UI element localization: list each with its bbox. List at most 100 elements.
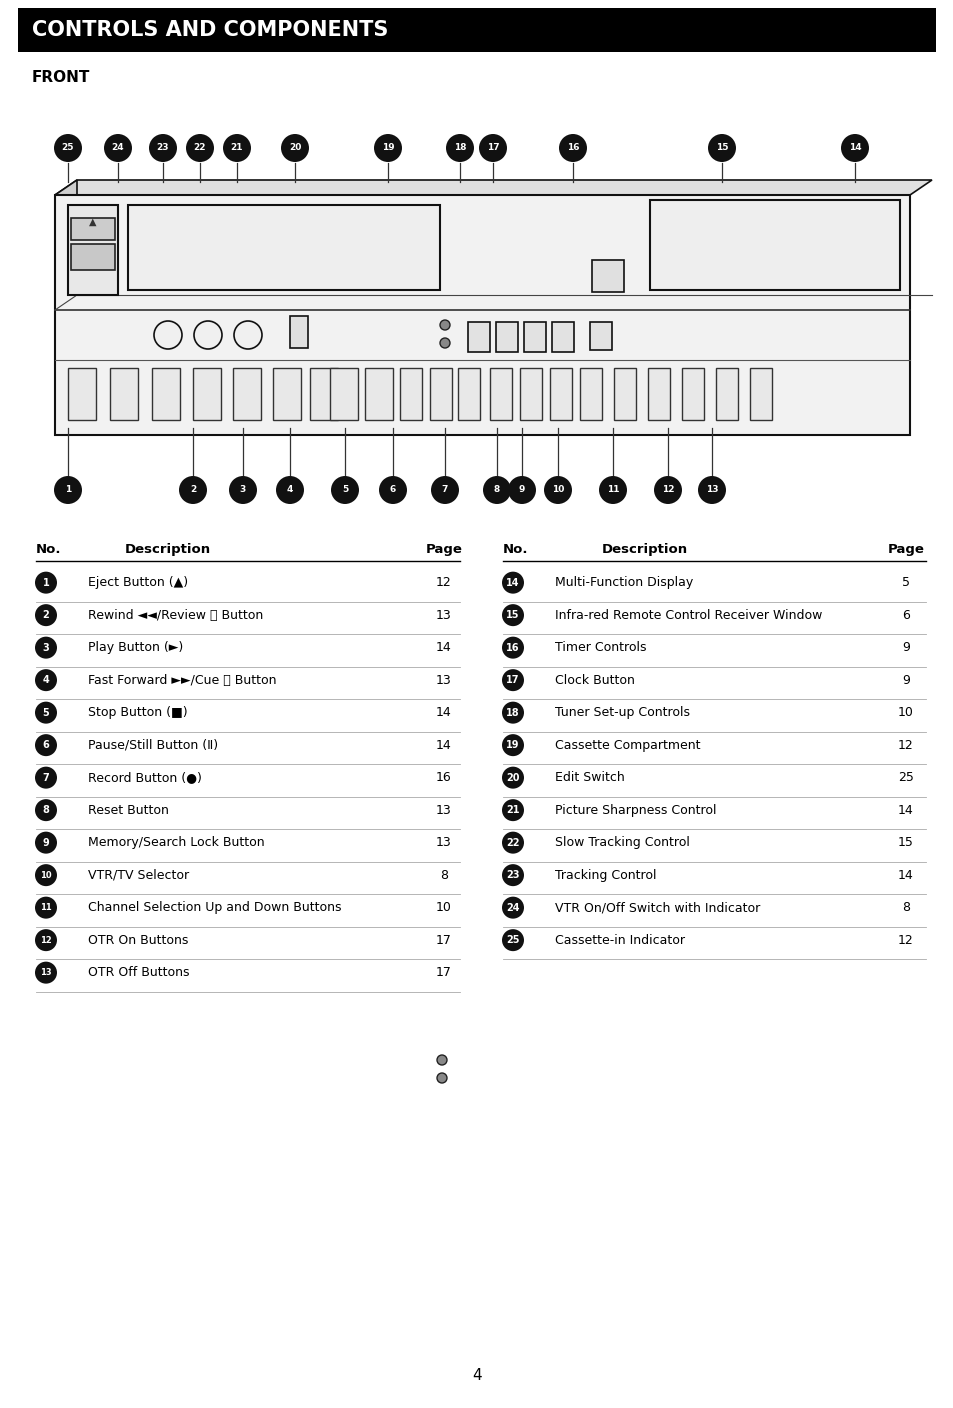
- Text: Timer Controls: Timer Controls: [555, 641, 646, 655]
- Circle shape: [439, 320, 450, 329]
- Circle shape: [501, 766, 523, 788]
- Polygon shape: [55, 180, 77, 435]
- Circle shape: [436, 1055, 447, 1064]
- Text: 17: 17: [506, 676, 519, 686]
- Text: 4: 4: [287, 486, 293, 494]
- Bar: [468, 322, 490, 352]
- Text: 10: 10: [436, 901, 452, 914]
- Circle shape: [54, 134, 82, 162]
- Text: 2: 2: [43, 610, 50, 620]
- Circle shape: [482, 476, 511, 504]
- Bar: [68, 206, 118, 296]
- Text: Multi-Function Display: Multi-Function Display: [555, 576, 693, 589]
- Text: 24: 24: [112, 144, 124, 152]
- Text: 16: 16: [566, 144, 578, 152]
- Circle shape: [431, 476, 458, 504]
- Bar: [647, 367, 669, 420]
- Text: 11: 11: [606, 486, 618, 494]
- Text: Cassette Compartment: Cassette Compartment: [555, 739, 700, 752]
- Bar: [430, 367, 452, 420]
- Text: 14: 14: [506, 577, 519, 587]
- Bar: [290, 315, 308, 348]
- Text: 8: 8: [439, 869, 448, 881]
- Circle shape: [501, 800, 523, 821]
- Polygon shape: [68, 367, 96, 420]
- Text: 24: 24: [506, 903, 519, 912]
- Text: 14: 14: [897, 869, 913, 881]
- Text: 8: 8: [494, 486, 499, 494]
- Text: 9: 9: [518, 486, 525, 494]
- Bar: [589, 322, 612, 351]
- Bar: [519, 367, 541, 420]
- Circle shape: [281, 134, 309, 162]
- Text: 8: 8: [901, 901, 909, 914]
- Circle shape: [35, 865, 57, 886]
- Text: 14: 14: [848, 144, 861, 152]
- Text: VTR/TV Selector: VTR/TV Selector: [88, 869, 189, 881]
- Text: Pause/Still Button (Ⅱ): Pause/Still Button (Ⅱ): [88, 739, 218, 752]
- Polygon shape: [310, 367, 337, 420]
- Text: 16: 16: [506, 642, 519, 653]
- Polygon shape: [55, 194, 909, 435]
- Bar: [496, 322, 517, 352]
- Circle shape: [179, 476, 207, 504]
- Text: 15: 15: [506, 610, 519, 620]
- Text: 22: 22: [506, 838, 519, 848]
- Circle shape: [35, 766, 57, 788]
- Text: 6: 6: [43, 741, 50, 750]
- Text: 21: 21: [506, 805, 519, 815]
- Text: 10: 10: [551, 486, 563, 494]
- Bar: [18, 8, 935, 52]
- Text: 21: 21: [231, 144, 243, 152]
- Text: Description: Description: [601, 543, 687, 556]
- Text: 16: 16: [436, 772, 452, 784]
- Circle shape: [501, 865, 523, 886]
- Circle shape: [501, 701, 523, 724]
- Text: VTR On/Off Switch with Indicator: VTR On/Off Switch with Indicator: [555, 901, 760, 914]
- Text: 6: 6: [902, 608, 909, 622]
- Circle shape: [35, 734, 57, 756]
- Circle shape: [374, 134, 401, 162]
- Circle shape: [331, 476, 358, 504]
- Circle shape: [501, 572, 523, 594]
- Polygon shape: [55, 180, 931, 194]
- Bar: [128, 206, 439, 290]
- Circle shape: [558, 134, 586, 162]
- Text: 4: 4: [472, 1367, 481, 1383]
- Text: Cassette-in Indicator: Cassette-in Indicator: [555, 934, 684, 946]
- Circle shape: [233, 321, 262, 349]
- Text: 18: 18: [506, 708, 519, 718]
- Text: 12: 12: [661, 486, 674, 494]
- Text: 1: 1: [43, 577, 50, 587]
- Text: 17: 17: [486, 144, 498, 152]
- Text: No.: No.: [36, 543, 61, 556]
- Text: Reset Button: Reset Button: [88, 804, 169, 817]
- Text: 1: 1: [65, 486, 71, 494]
- Circle shape: [436, 1073, 447, 1083]
- Text: 7: 7: [43, 773, 50, 783]
- Circle shape: [275, 476, 304, 504]
- Text: 4: 4: [43, 676, 50, 686]
- Text: No.: No.: [502, 543, 528, 556]
- Text: Rewind ◄◄/Review ⎕ Button: Rewind ◄◄/Review ⎕ Button: [88, 608, 263, 622]
- Text: Page: Page: [425, 543, 462, 556]
- Circle shape: [35, 962, 57, 984]
- Circle shape: [35, 636, 57, 659]
- Text: 13: 13: [436, 673, 452, 687]
- Bar: [71, 244, 115, 270]
- Circle shape: [654, 476, 681, 504]
- Text: 13: 13: [705, 486, 718, 494]
- Text: 5: 5: [43, 708, 50, 718]
- Text: 19: 19: [381, 144, 394, 152]
- Text: Picture Sharpness Control: Picture Sharpness Control: [555, 804, 716, 817]
- Text: 18: 18: [454, 144, 466, 152]
- Text: 13: 13: [436, 608, 452, 622]
- Text: 3: 3: [239, 486, 246, 494]
- Polygon shape: [273, 367, 301, 420]
- Circle shape: [439, 338, 450, 348]
- Bar: [330, 367, 357, 420]
- Polygon shape: [110, 367, 138, 420]
- Bar: [749, 367, 771, 420]
- Circle shape: [149, 134, 177, 162]
- Bar: [71, 218, 115, 239]
